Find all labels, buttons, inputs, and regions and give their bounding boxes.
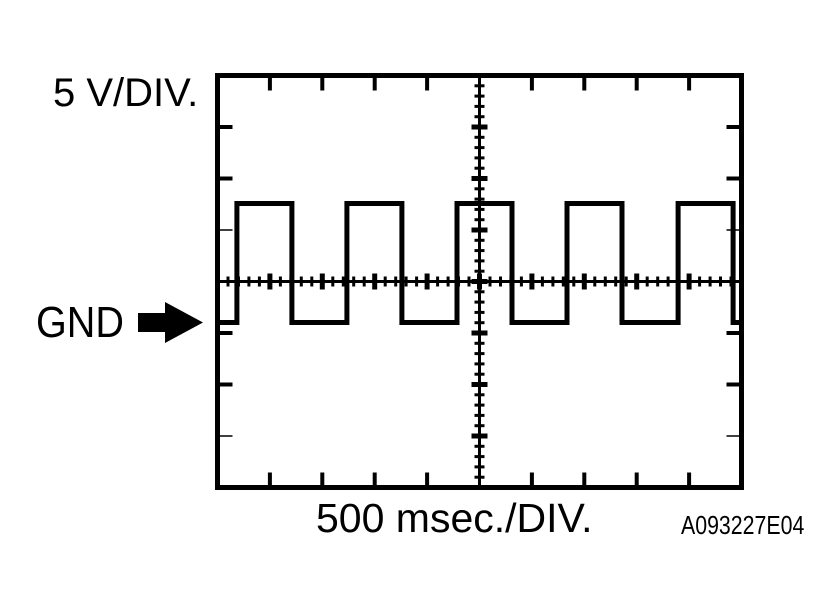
x-scale-label: 500 msec./DIV. [316, 495, 593, 541]
figure-code: A093227E04 [681, 510, 805, 540]
center-horizontal-axis [217, 273, 742, 290]
frame-division-ticks [219, 77, 740, 486]
gnd-label: GND [36, 298, 125, 347]
gnd-arrow-icon [138, 302, 203, 343]
waveform-trace [217, 201, 742, 325]
y-scale-label: 5 V/DIV. [53, 71, 199, 115]
